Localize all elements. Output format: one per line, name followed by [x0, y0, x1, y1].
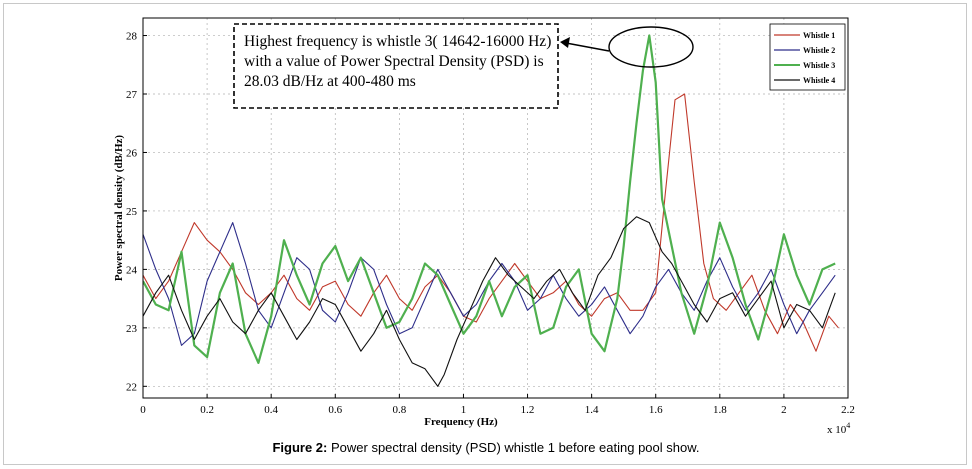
y-axis-label: Power spectral density (dB/Hz): [113, 135, 125, 281]
y-tick-label: 23: [126, 323, 138, 335]
grid: [143, 18, 848, 398]
x-tick-label: 0.8: [392, 404, 406, 416]
series-line-whistle-1: [143, 93, 839, 352]
annotation-text: Highest frequency is whistle 3( 14642-16…: [244, 33, 552, 90]
x-tick-label: 0: [140, 404, 146, 416]
x-tick-label: 2: [781, 404, 787, 416]
y-tick-label: 24: [126, 264, 138, 276]
legend-label-whistle-3: Whistle 3: [803, 61, 835, 70]
annotation-box: [233, 23, 559, 109]
legend: Whistle 1 Whistle 2 Whistle 3 Whistle 4: [769, 23, 846, 91]
caption-text: Power spectral density (PSD) whistle 1 b…: [327, 440, 700, 455]
x-tick-label: 1.6: [649, 404, 663, 416]
x-tick-label: 2.2: [841, 404, 855, 416]
x-tick-label: 0.4: [264, 404, 278, 416]
y-axis: 22 23 24 25 26 27 28: [126, 31, 147, 393]
legend-label-whistle-1: Whistle 1: [803, 31, 835, 40]
x-tick-label: 1: [461, 404, 467, 416]
x-multiplier-exponent: 4: [846, 421, 850, 430]
caption-label: Figure 2:: [272, 440, 328, 455]
x-tick-label: 1.8: [713, 404, 727, 416]
y-tick-label: 22: [126, 381, 137, 393]
x-tick-label: 0.2: [200, 404, 214, 416]
plot-border: [142, 17, 849, 399]
x-tick-label: 1.4: [585, 404, 599, 416]
y-tick-label: 25: [126, 206, 138, 218]
callout-arrow-line: [565, 42, 610, 52]
x-axis-label: Frequency (Hz): [424, 416, 498, 428]
y-tick-label: 26: [126, 147, 138, 159]
peak-highlight-ellipse: [608, 26, 694, 68]
x-tick-label: 0.6: [328, 404, 342, 416]
x-multiplier-base: x 10: [827, 424, 847, 436]
x-tick-label: 1.2: [521, 404, 535, 416]
series-line-whistle-4: [143, 216, 836, 387]
y-tick-label: 27: [126, 89, 138, 101]
x-multiplier: x 104: [827, 421, 850, 436]
legend-label-whistle-2: Whistle 2: [803, 46, 835, 55]
series-line-whistle-3: [143, 34, 836, 364]
callout-arrowhead: [560, 37, 570, 48]
figure-caption: Figure 2: Power spectral density (PSD) w…: [0, 440, 972, 455]
x-axis: 0 0.2 0.4 0.6 0.8 1 1.2 1.4 1.6 1.8 2 2.2: [140, 394, 855, 416]
legend-label-whistle-4: Whistle 4: [803, 76, 835, 85]
series-lines: [143, 34, 839, 387]
y-tick-label: 28: [126, 31, 138, 43]
